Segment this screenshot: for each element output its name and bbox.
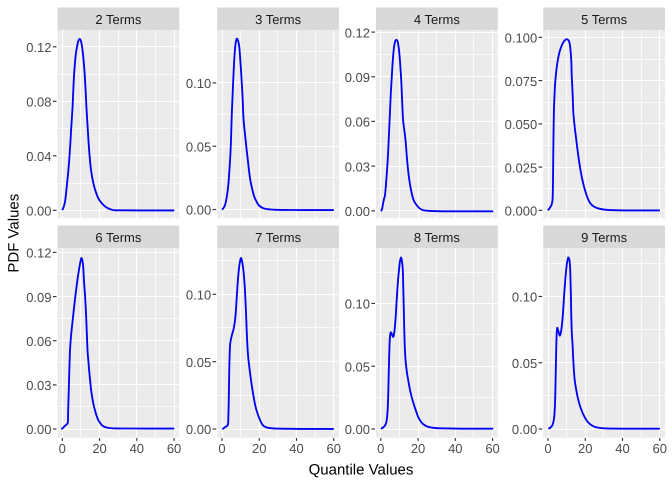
- svg-text:3 Terms: 3 Terms: [255, 12, 301, 27]
- svg-text:0.05: 0.05: [512, 356, 537, 371]
- svg-text:5 Terms: 5 Terms: [581, 12, 627, 27]
- svg-text:0.06: 0.06: [26, 334, 51, 349]
- svg-text:0.10: 0.10: [345, 297, 370, 312]
- svg-text:Quantile Values: Quantile Values: [309, 461, 414, 478]
- svg-text:20: 20: [252, 441, 266, 456]
- svg-text:0.04: 0.04: [26, 149, 51, 164]
- svg-text:7 Terms: 7 Terms: [255, 230, 301, 245]
- svg-text:0.00: 0.00: [345, 422, 370, 437]
- svg-text:40: 40: [615, 441, 629, 456]
- svg-text:40: 40: [289, 441, 303, 456]
- svg-text:0.00: 0.00: [512, 422, 537, 437]
- svg-text:0.000: 0.000: [505, 204, 538, 219]
- svg-text:0.00: 0.00: [345, 204, 370, 219]
- svg-text:0.12: 0.12: [26, 40, 51, 55]
- svg-text:20: 20: [578, 441, 592, 456]
- svg-text:60: 60: [653, 441, 667, 456]
- svg-text:0.12: 0.12: [26, 246, 51, 261]
- svg-text:60: 60: [167, 441, 181, 456]
- svg-text:0.06: 0.06: [345, 115, 370, 130]
- svg-text:0.12: 0.12: [345, 25, 370, 40]
- svg-text:2 Terms: 2 Terms: [95, 12, 141, 27]
- svg-text:0.00: 0.00: [186, 203, 211, 218]
- svg-text:0: 0: [59, 441, 66, 456]
- svg-text:0.00: 0.00: [186, 422, 211, 437]
- svg-text:0: 0: [218, 441, 225, 456]
- svg-text:0.09: 0.09: [26, 290, 51, 305]
- svg-text:0.100: 0.100: [505, 30, 538, 45]
- svg-text:0.075: 0.075: [505, 74, 538, 89]
- svg-text:0.03: 0.03: [345, 159, 370, 174]
- svg-text:0.05: 0.05: [186, 355, 211, 370]
- svg-text:0.10: 0.10: [186, 287, 211, 302]
- svg-text:40: 40: [130, 441, 144, 456]
- svg-text:0.09: 0.09: [345, 70, 370, 85]
- svg-text:6 Terms: 6 Terms: [95, 230, 141, 245]
- svg-text:20: 20: [92, 441, 106, 456]
- svg-text:4 Terms: 4 Terms: [414, 12, 460, 27]
- svg-text:0.00: 0.00: [26, 422, 51, 437]
- svg-text:9 Terms: 9 Terms: [581, 230, 627, 245]
- svg-text:0.10: 0.10: [186, 76, 211, 91]
- svg-text:8 Terms: 8 Terms: [414, 230, 460, 245]
- svg-text:60: 60: [485, 441, 499, 456]
- svg-text:0.025: 0.025: [505, 160, 538, 175]
- svg-text:0.00: 0.00: [26, 203, 51, 218]
- svg-text:60: 60: [327, 441, 341, 456]
- svg-text:0: 0: [377, 441, 384, 456]
- svg-text:0.03: 0.03: [26, 378, 51, 393]
- svg-text:40: 40: [448, 441, 462, 456]
- svg-text:0: 0: [544, 441, 551, 456]
- svg-text:0.050: 0.050: [505, 117, 538, 132]
- svg-text:0.08: 0.08: [26, 94, 51, 109]
- svg-text:20: 20: [411, 441, 425, 456]
- svg-text:0.05: 0.05: [345, 359, 370, 374]
- svg-text:0.10: 0.10: [512, 290, 537, 305]
- svg-text:0.05: 0.05: [186, 139, 211, 154]
- svg-text:PDF Values: PDF Values: [5, 194, 22, 273]
